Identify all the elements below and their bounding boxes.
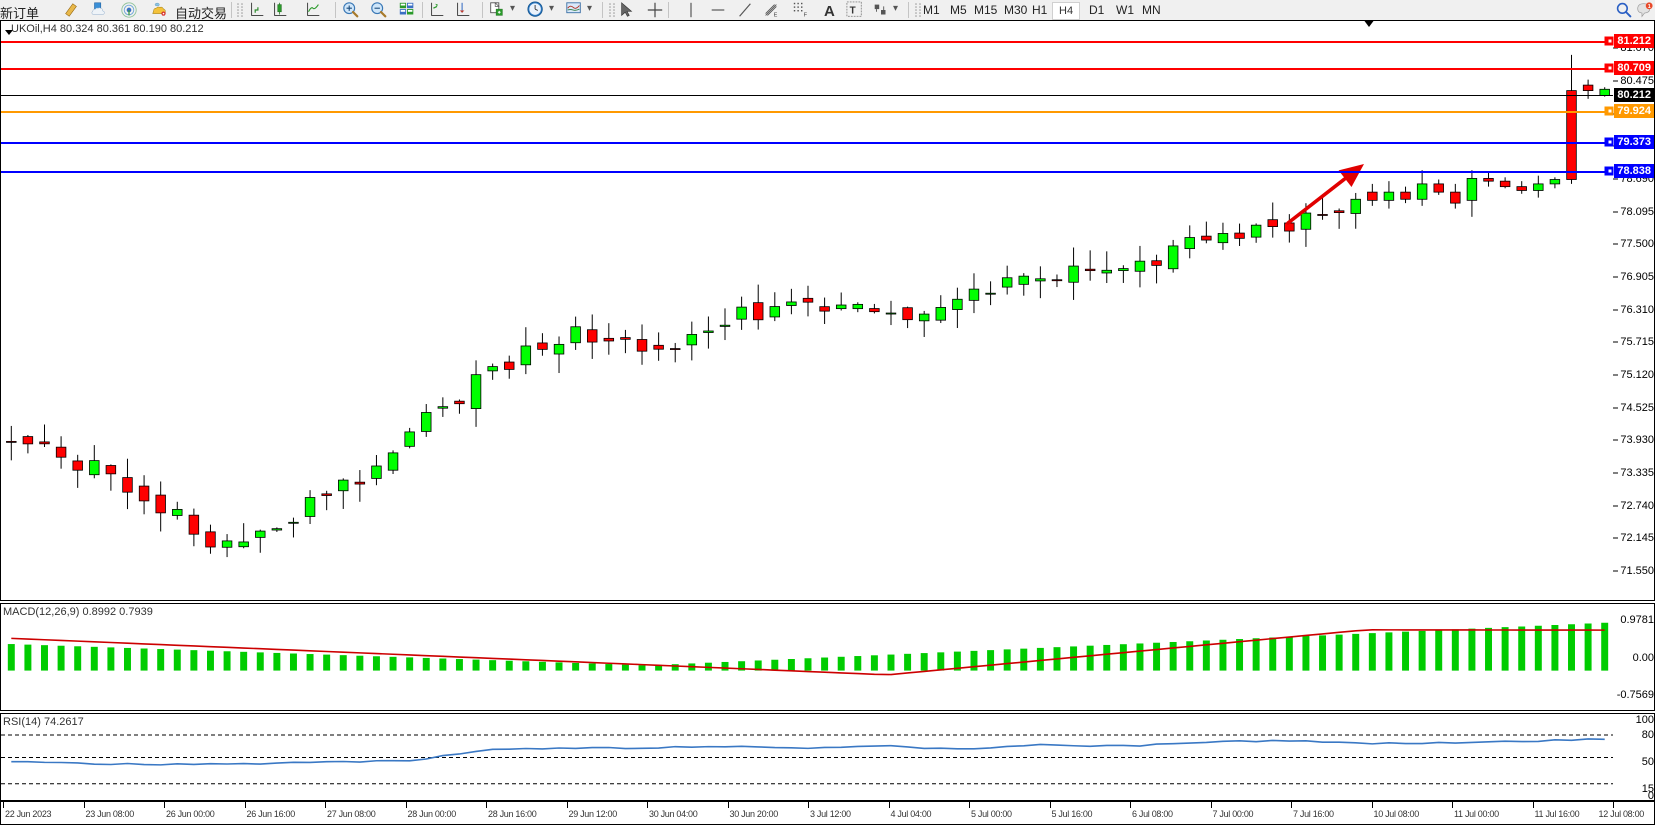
svg-text:E: E — [774, 12, 778, 18]
svg-text:1: 1 — [1648, 4, 1651, 10]
svg-text:T: T — [850, 6, 856, 17]
svg-text:F: F — [804, 12, 808, 18]
